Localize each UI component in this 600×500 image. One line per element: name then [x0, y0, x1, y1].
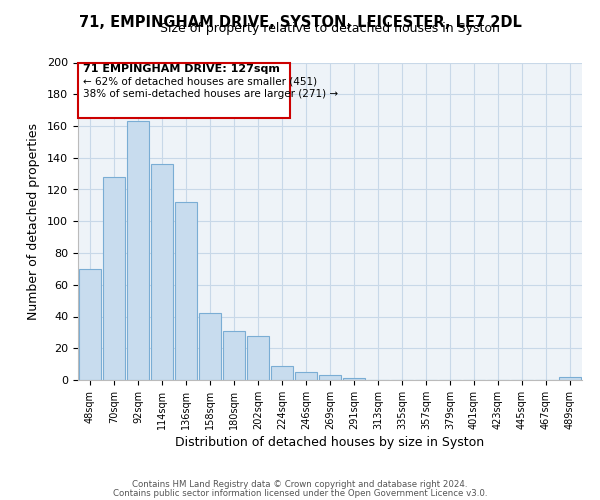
Bar: [103, 177, 125, 380]
Bar: [559, 377, 581, 380]
Bar: [271, 366, 293, 380]
Bar: [319, 375, 341, 380]
Text: Contains HM Land Registry data © Crown copyright and database right 2024.: Contains HM Land Registry data © Crown c…: [132, 480, 468, 489]
Bar: [247, 336, 269, 380]
FancyBboxPatch shape: [78, 62, 290, 118]
Bar: [295, 372, 317, 380]
Bar: [223, 331, 245, 380]
Text: 38% of semi-detached houses are larger (271) →: 38% of semi-detached houses are larger (…: [83, 90, 338, 100]
X-axis label: Distribution of detached houses by size in Syston: Distribution of detached houses by size …: [175, 436, 485, 449]
Bar: [175, 202, 197, 380]
Title: Size of property relative to detached houses in Syston: Size of property relative to detached ho…: [160, 22, 500, 35]
Bar: [199, 314, 221, 380]
Y-axis label: Number of detached properties: Number of detached properties: [27, 122, 40, 320]
Text: 71, EMPINGHAM DRIVE, SYSTON, LEICESTER, LE7 2DL: 71, EMPINGHAM DRIVE, SYSTON, LEICESTER, …: [79, 15, 521, 30]
Bar: [343, 378, 365, 380]
Text: 71 EMPINGHAM DRIVE: 127sqm: 71 EMPINGHAM DRIVE: 127sqm: [83, 64, 280, 74]
Text: ← 62% of detached houses are smaller (451): ← 62% of detached houses are smaller (45…: [83, 77, 317, 87]
Text: Contains public sector information licensed under the Open Government Licence v3: Contains public sector information licen…: [113, 490, 487, 498]
Bar: [127, 121, 149, 380]
Bar: [151, 164, 173, 380]
Bar: [79, 269, 101, 380]
